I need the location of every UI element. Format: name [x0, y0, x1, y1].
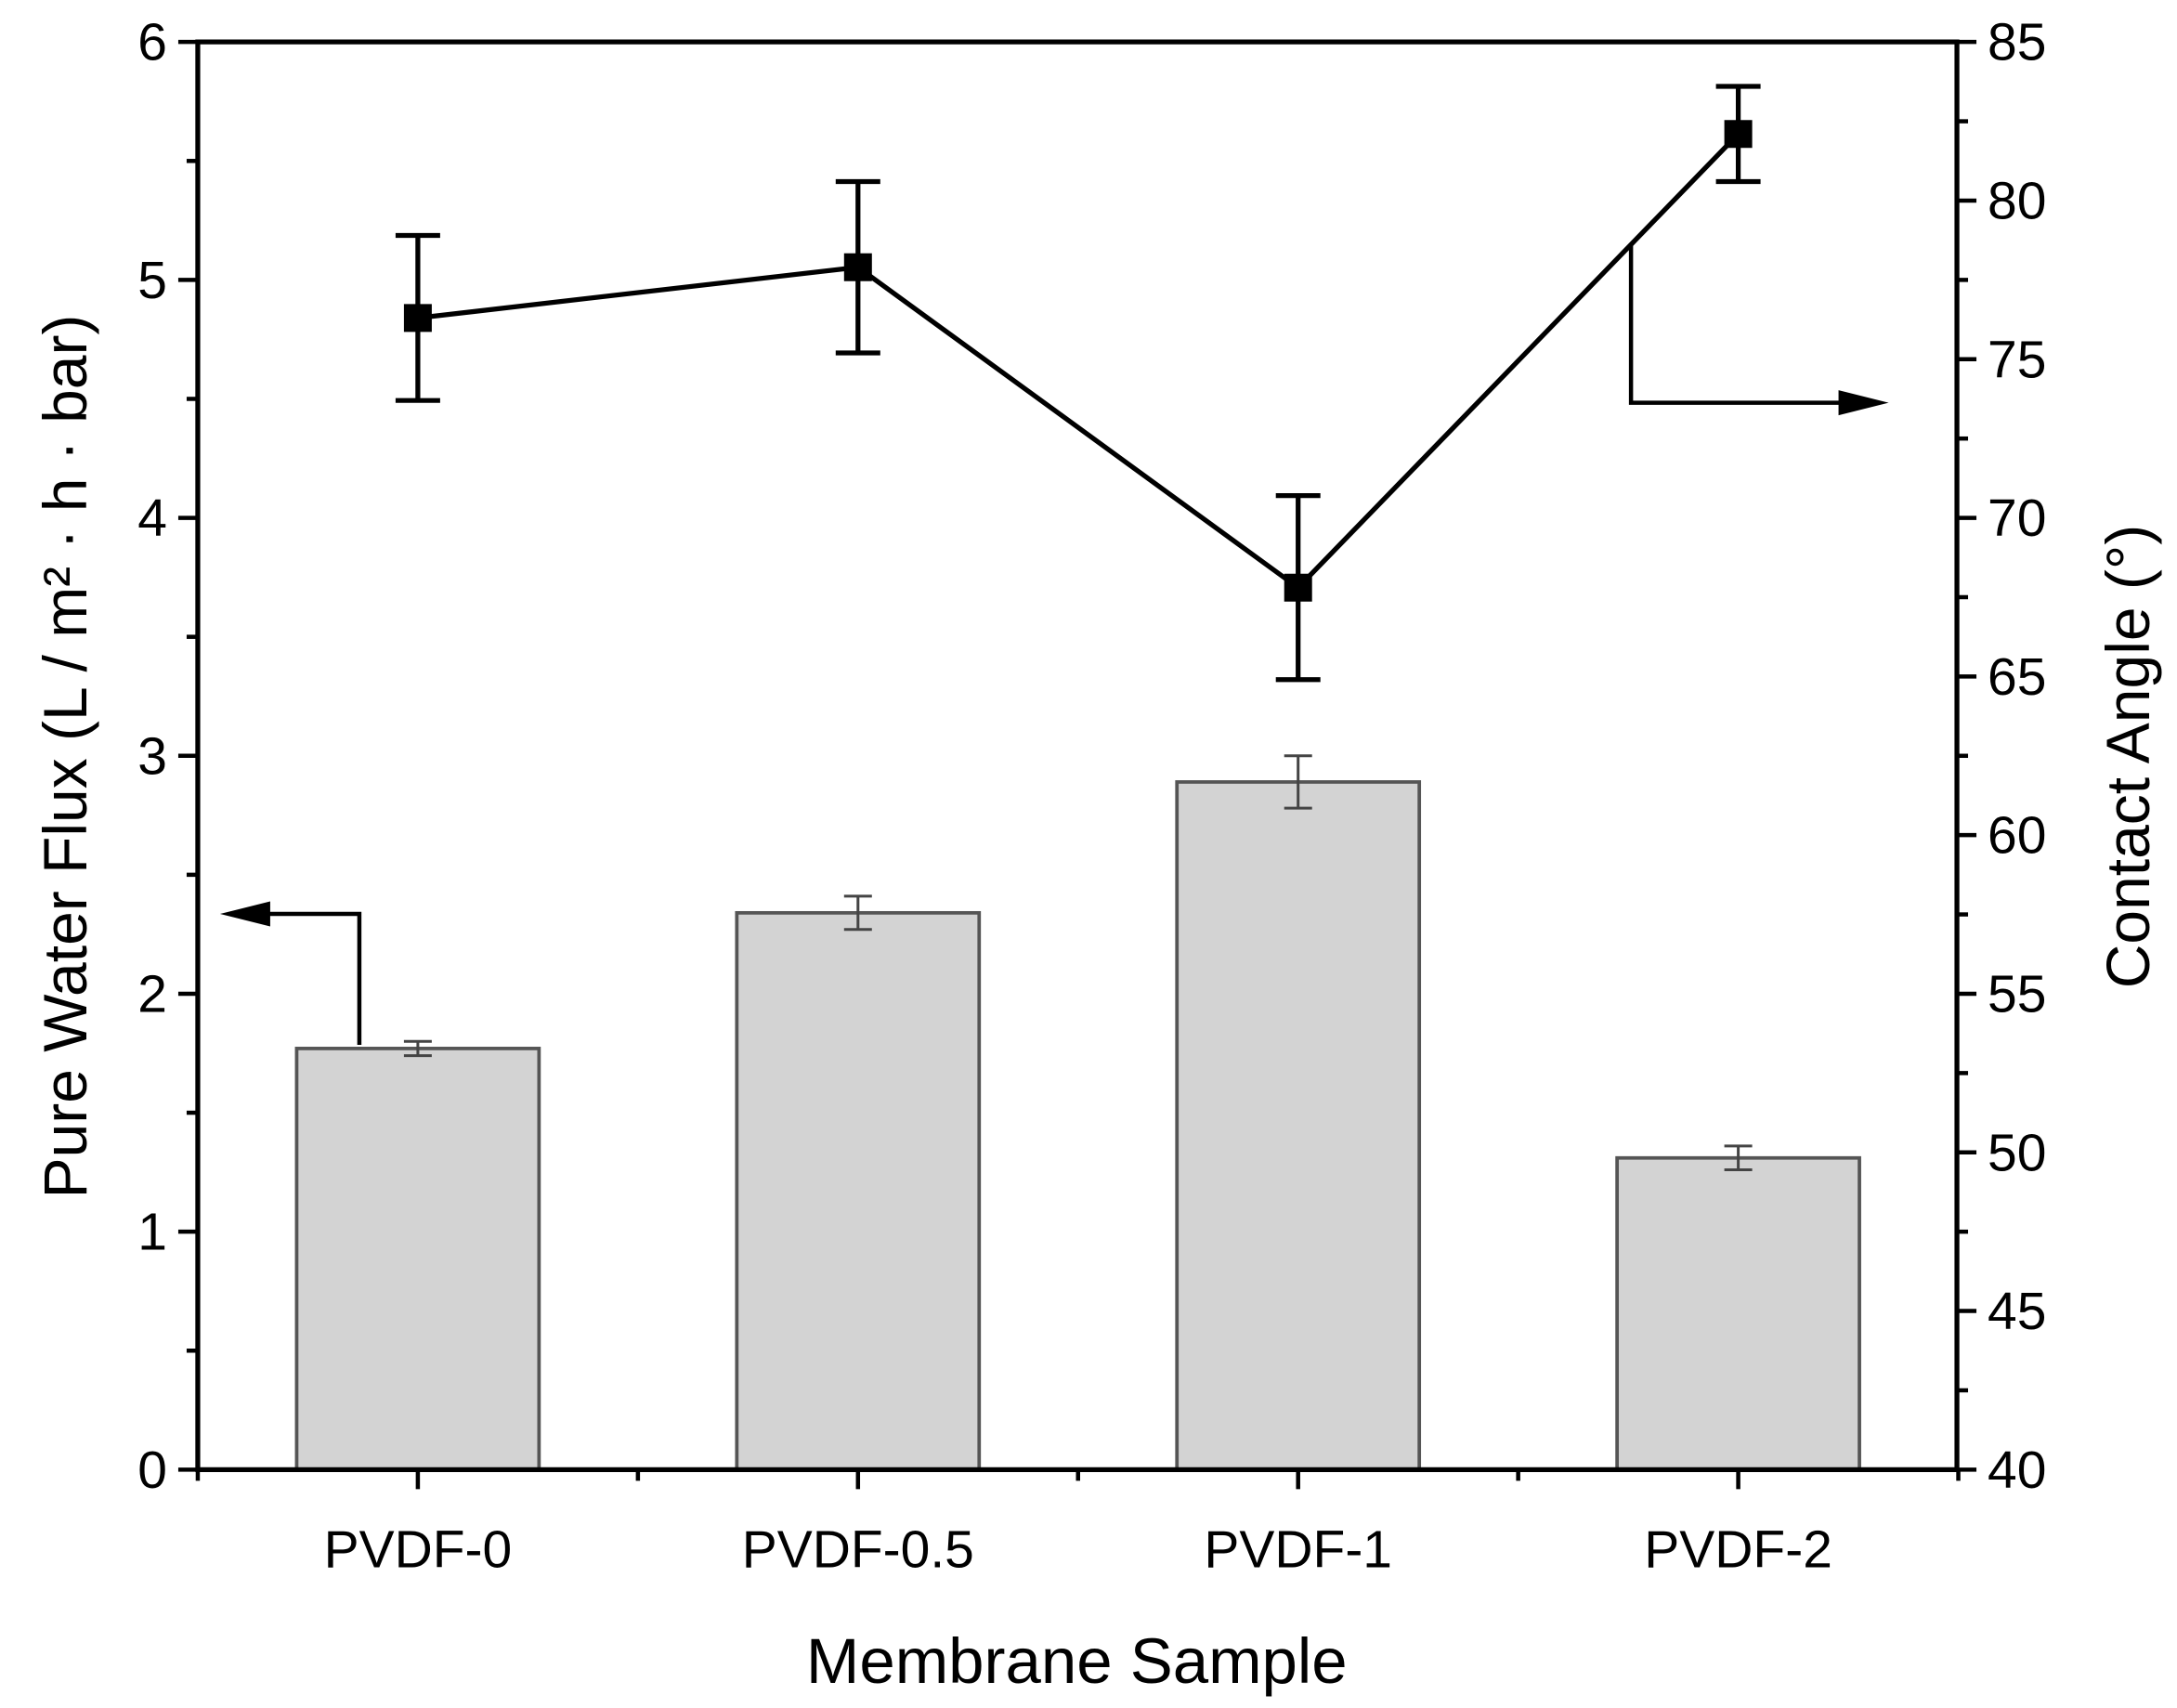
point-PVDF-2	[1724, 120, 1753, 149]
y-right-tick-label: 85	[1988, 13, 2046, 72]
x-tick-label: PVDF-1	[1204, 1519, 1392, 1579]
y-right-tick-label: 65	[1988, 647, 2046, 707]
y-left-tick-label: 2	[137, 964, 167, 1023]
y-left-tick-label: 3	[137, 726, 167, 786]
bar-error-bar	[403, 1039, 432, 1058]
y-right-tick-label: 70	[1988, 489, 2046, 548]
bar-error-bar	[1284, 754, 1312, 810]
y-left-tick-label: 5	[137, 251, 167, 310]
axis-indicator-arrows	[219, 243, 1889, 1045]
y-right-tick-label: 40	[1988, 1441, 2046, 1500]
bar-error-bar	[1724, 1144, 1753, 1172]
y-right-tick-label: 80	[1988, 171, 2046, 230]
y-right-tick-label: 55	[1988, 964, 2046, 1023]
x-tick-label: PVDF-0.5	[742, 1519, 974, 1579]
y-left-tick-label: 4	[137, 489, 167, 548]
y-axis-left-label: Pure Water Flux (L / m² · h · bar)	[31, 315, 99, 1199]
y-left-tick-label: 1	[137, 1203, 167, 1262]
y-left-tick-label: 0	[137, 1441, 167, 1500]
y-right-tick-label: 45	[1988, 1282, 2046, 1341]
contact-angle-line	[417, 132, 1740, 592]
x-tick-label: PVDF-2	[1644, 1519, 1832, 1579]
y-left-tick-label: 6	[137, 13, 167, 72]
bar-PVDF-2	[1615, 1155, 1861, 1472]
y-right-tick-label: 60	[1988, 806, 2046, 866]
y-right-tick-label: 75	[1988, 330, 2046, 389]
right-axis-arrow	[1628, 243, 1846, 405]
y-axis-right-label: Contact Angle (°)	[2093, 525, 2162, 988]
point-PVDF-1	[1284, 573, 1312, 602]
bar-error-bar	[843, 894, 872, 932]
left-arrowhead	[219, 901, 270, 927]
x-axis-label: Membrane Sample	[806, 1625, 1348, 1697]
bar-PVDF-0.5	[735, 910, 982, 1472]
point-PVDF-0	[403, 304, 432, 332]
bar-PVDF-0	[294, 1047, 541, 1472]
bar-PVDF-1	[1175, 780, 1422, 1472]
x-tick-label: PVDF-0	[324, 1519, 513, 1579]
point-PVDF-0.5	[843, 253, 872, 281]
left-axis-arrow	[264, 911, 362, 1045]
y-right-tick-label: 50	[1988, 1123, 2046, 1182]
right-arrowhead	[1838, 390, 1889, 416]
